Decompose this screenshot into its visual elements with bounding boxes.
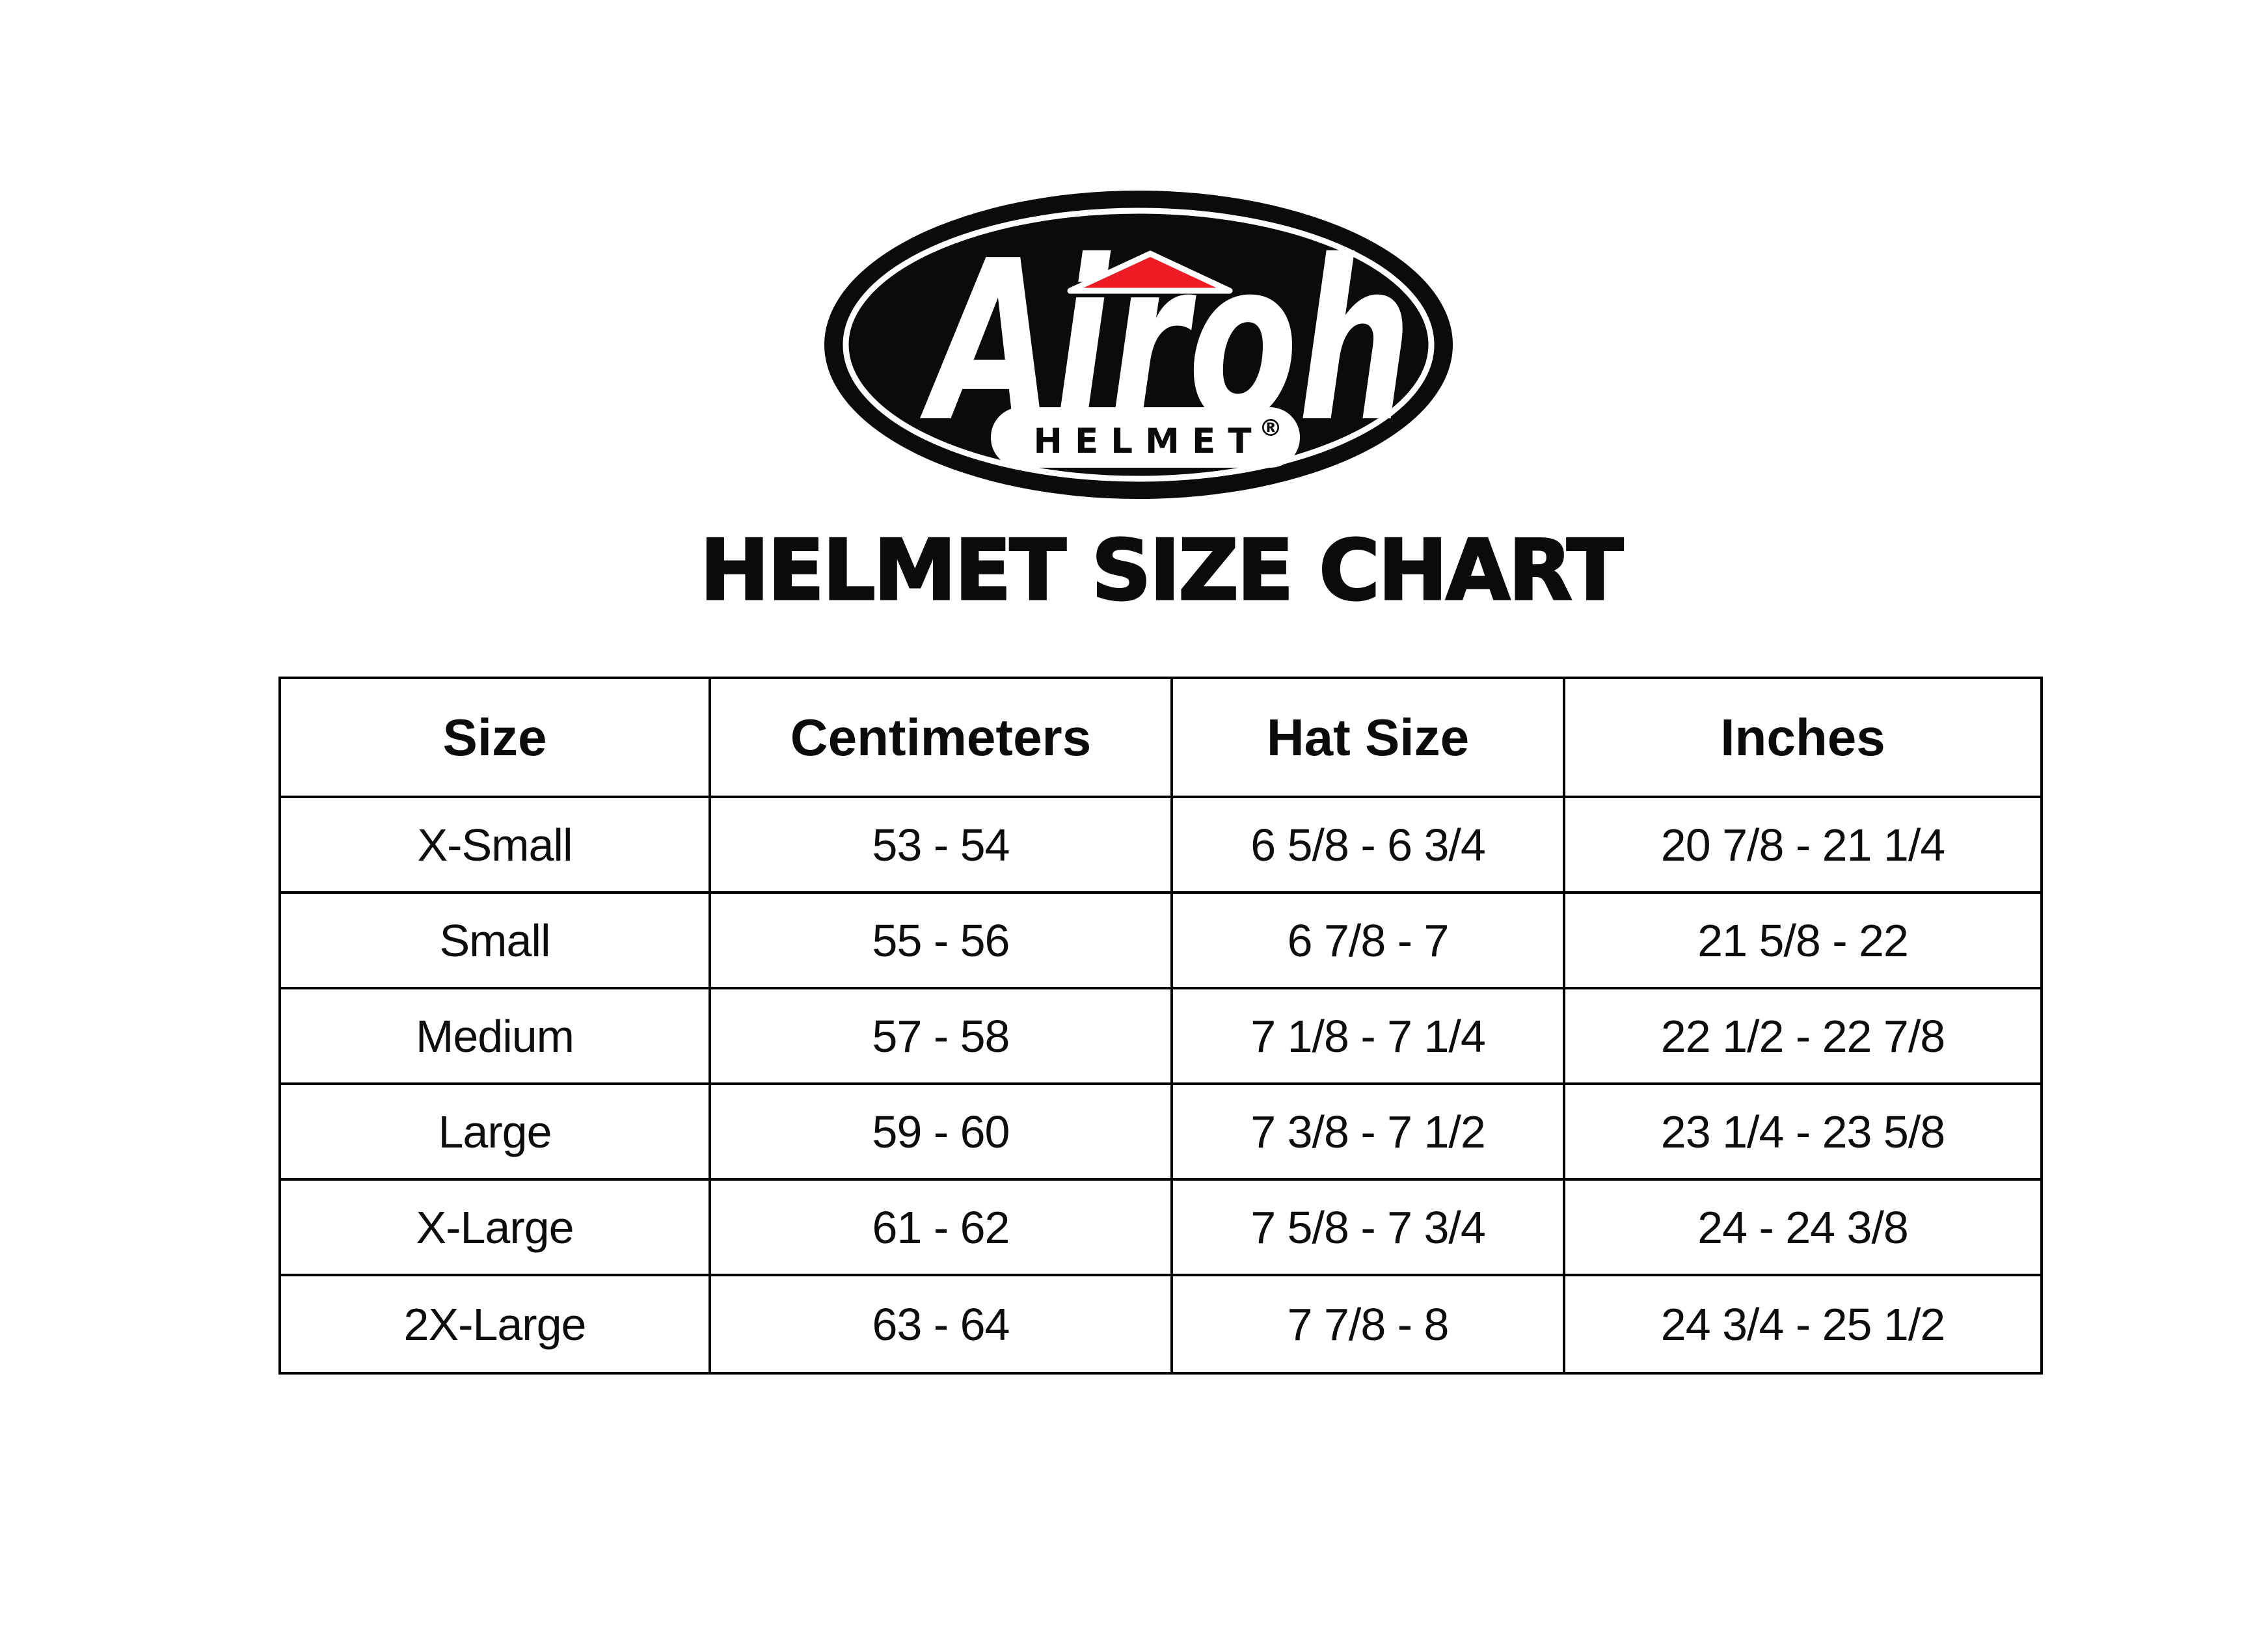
inches-cell: 24 - 24 3/8	[1565, 1181, 2040, 1276]
centimeters-cell: 63 - 64	[711, 1276, 1173, 1372]
centimeters-cell: 61 - 62	[711, 1181, 1173, 1276]
logo-inner-ring	[843, 208, 1435, 482]
inches-cell: 21 5/8 - 22	[1565, 894, 2040, 989]
centimeters-cell: 53 - 54	[711, 798, 1173, 894]
size-cell: X-Small	[281, 798, 711, 894]
hat-size-cell: 7 3/8 - 7 1/2	[1173, 1085, 1565, 1181]
size-cell: X-Large	[281, 1181, 711, 1276]
col-header-size: Size	[281, 679, 711, 798]
roof-triangle-icon	[1067, 250, 1233, 294]
size-cell: 2X-Large	[281, 1276, 711, 1372]
airoh-logo-graphic: Airoh HELMET ®	[824, 191, 1453, 499]
size-chart-table: Size Centimeters Hat Size Inches X-Small…	[278, 677, 2043, 1375]
inches-cell: 20 7/8 - 21 1/4	[1565, 798, 2040, 894]
page-title: HELMET SIZE CHART	[699, 522, 1625, 619]
size-cell: Large	[281, 1085, 711, 1181]
col-header-centimeters: Centimeters	[711, 679, 1173, 798]
hat-size-cell: 7 5/8 - 7 3/4	[1173, 1181, 1565, 1276]
hat-size-cell: 7 7/8 - 8	[1173, 1276, 1565, 1372]
centimeters-cell: 59 - 60	[711, 1085, 1173, 1181]
centimeters-cell: 55 - 56	[711, 894, 1173, 989]
inches-cell: 23 1/4 - 23 5/8	[1565, 1085, 2040, 1181]
centimeters-cell: 57 - 58	[711, 989, 1173, 1085]
airoh-logo: Airoh HELMET ®	[817, 174, 1461, 506]
col-header-hat-size: Hat Size	[1173, 679, 1565, 798]
size-cell: Small	[281, 894, 711, 989]
hat-size-cell: 6 7/8 - 7	[1173, 894, 1565, 989]
col-header-inches: Inches	[1565, 679, 2040, 798]
inches-cell: 22 1/2 - 22 7/8	[1565, 989, 2040, 1085]
logo-helmet-pill	[991, 407, 1300, 468]
registered-trademark-icon: ®	[1259, 415, 1282, 442]
hat-size-cell: 6 5/8 - 6 3/4	[1173, 798, 1565, 894]
hat-size-cell: 7 1/8 - 7 1/4	[1173, 989, 1565, 1085]
size-cell: Medium	[281, 989, 711, 1085]
inches-cell: 24 3/4 - 25 1/2	[1660, 1298, 1945, 1350]
